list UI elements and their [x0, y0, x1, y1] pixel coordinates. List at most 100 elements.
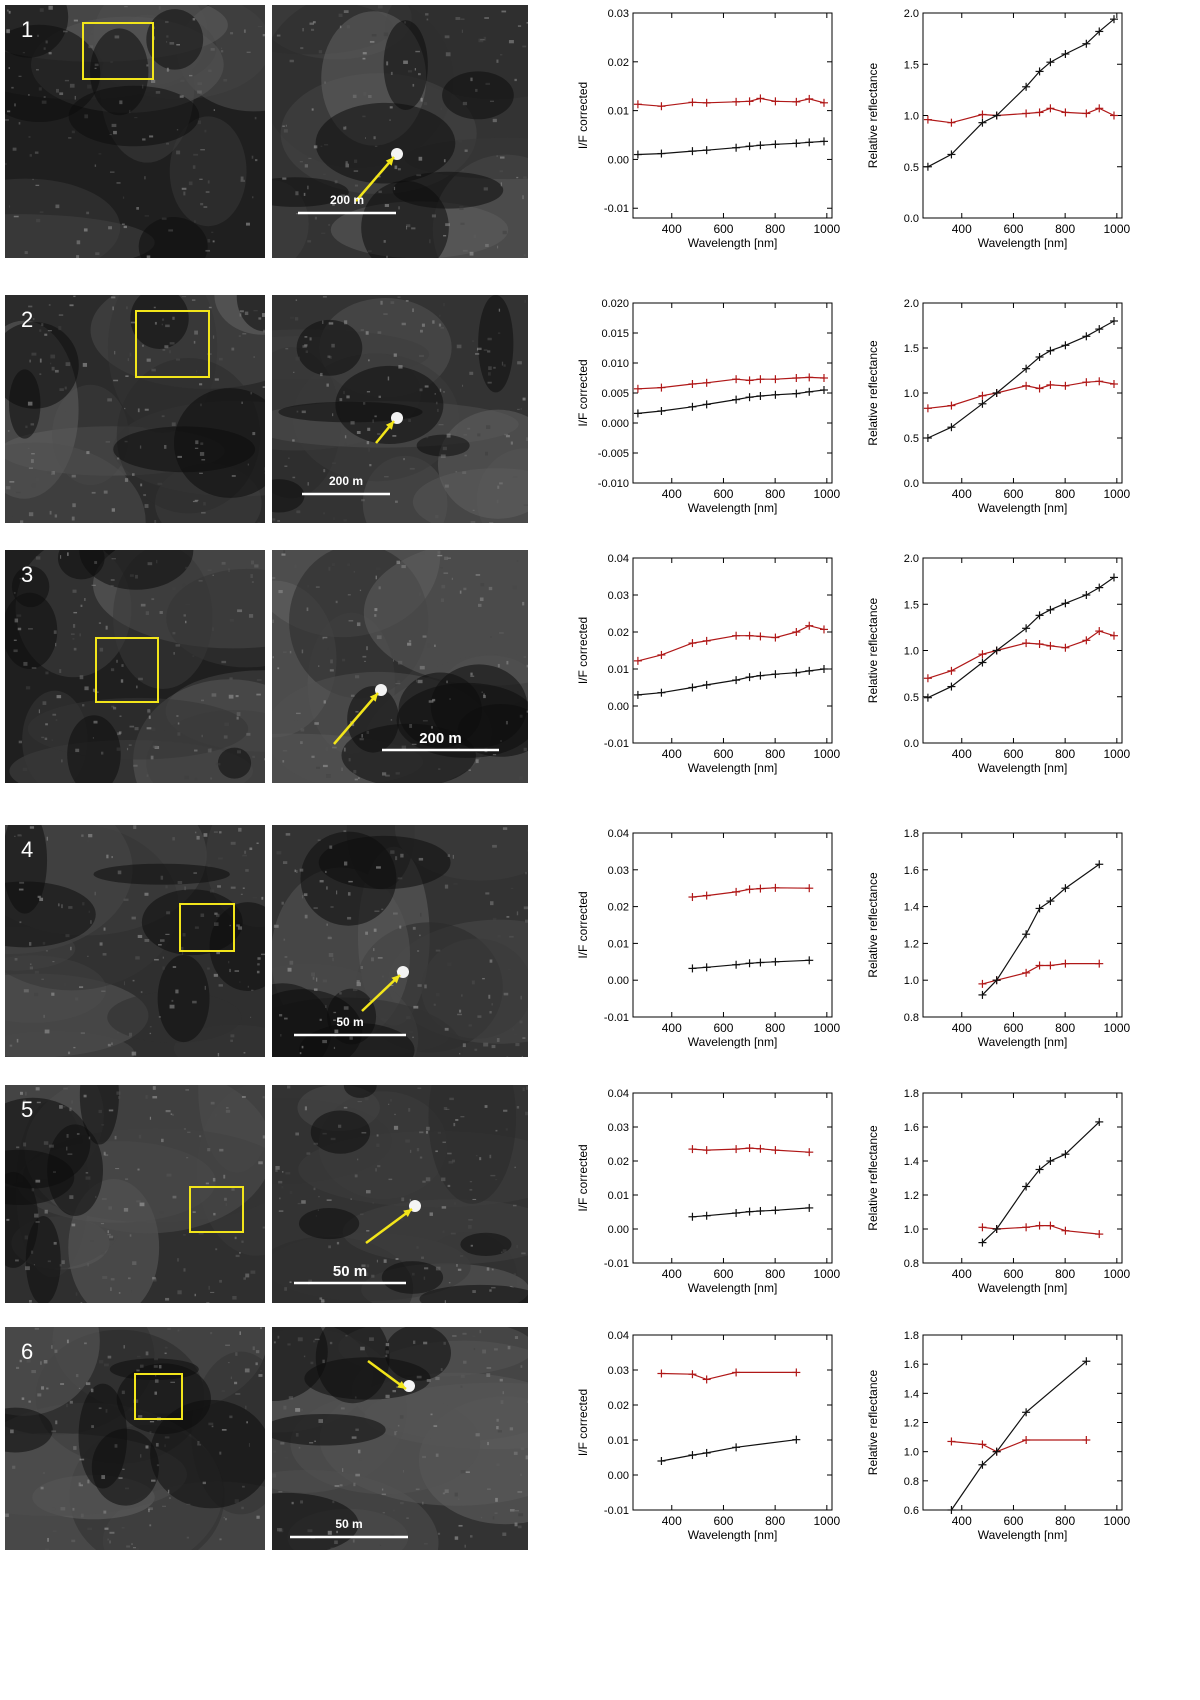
- data-point-black: [1046, 897, 1055, 906]
- scale-bar-label: 200 m: [329, 193, 365, 207]
- iof_chart-svg: 400 600 800 1000 -0.01 0.00 0.01 0.02 0.03 0.04 Wa…: [576, 553, 841, 775]
- y-tick-label: 0.04: [608, 1088, 629, 1100]
- data-point-red: [1035, 108, 1044, 117]
- scale-bar-label: 200 m: [419, 730, 462, 747]
- x-tick-label: 1000: [1103, 1021, 1130, 1035]
- y-axis-label: Relative reflectance: [866, 1369, 880, 1475]
- data-point-black: [792, 668, 801, 677]
- arrow-icon: [365, 1207, 413, 1245]
- y-tick-label: 0.02: [608, 1156, 629, 1168]
- data-point-black: [805, 138, 814, 147]
- data-point-red: [805, 94, 814, 103]
- data-point-red: [1046, 641, 1055, 650]
- y-tick-label: 0.02: [608, 627, 629, 639]
- x-tick-label: 400: [952, 1514, 972, 1528]
- data-point-black: [688, 683, 697, 692]
- plot-frame: [632, 1092, 833, 1264]
- x-tick-label: 1000: [1103, 747, 1130, 761]
- iof-chart: 400 600 800 1000 -0.010 -0.005 0.000 0.005 0.010…: [565, 295, 841, 523]
- y-tick-label: 0.8: [904, 1258, 919, 1270]
- data-point-red: [702, 1146, 711, 1155]
- data-point-black: [657, 688, 666, 697]
- rel_chart-svg: 400 600 800 1000 0.8 1.0 1.2 1.4 1.6 1.8 Wavelengt…: [866, 1088, 1131, 1295]
- data-point-red: [947, 118, 956, 127]
- data-point-red: [657, 383, 666, 392]
- data-point-black: [1035, 353, 1044, 361]
- data-point-red: [745, 97, 754, 106]
- data-point-black: [805, 666, 814, 675]
- data-point-red: [756, 632, 765, 641]
- x-tick-label: 1000: [813, 1267, 840, 1281]
- data-point-black: [978, 1238, 987, 1247]
- data-point-red: [745, 631, 754, 640]
- data-point-black: [1022, 1182, 1031, 1191]
- data-point-black: [992, 389, 1001, 397]
- data-point-black: [1061, 884, 1070, 893]
- x-tick-label: 800: [1055, 222, 1075, 236]
- data-point-red: [702, 1375, 711, 1384]
- data-point-red: [688, 639, 697, 648]
- y-tick-label: -0.01: [604, 1012, 629, 1024]
- x-tick-label: 800: [765, 1514, 785, 1528]
- iof-chart: 400 600 800 1000 -0.01 0.00 0.01 0.02 0.03 0.04 Wa…: [565, 1085, 841, 1303]
- data-point-red: [947, 666, 956, 675]
- y-tick-label: 1.2: [904, 1418, 919, 1430]
- data-point-red: [1035, 640, 1044, 649]
- y-tick-label: 1.5: [904, 59, 919, 71]
- zoom-image: 200 m: [272, 5, 528, 258]
- data-point-red: [702, 98, 711, 107]
- data-point-red: [732, 1368, 741, 1377]
- data-point-black: [819, 386, 828, 394]
- data-point-black: [947, 150, 956, 159]
- data-point-black: [771, 390, 780, 399]
- data-point-red: [805, 1148, 814, 1157]
- x-tick-label: 800: [765, 222, 785, 236]
- data-point-red: [756, 884, 765, 893]
- iof-chart: 400 600 800 1000 -0.01 0.00 0.01 0.02 0.03 Wavele…: [565, 5, 841, 258]
- x-tick-label: 400: [662, 1267, 682, 1281]
- region-box: [189, 1186, 244, 1233]
- x-tick-label: 1000: [813, 222, 840, 236]
- y-tick-label: 0.005: [601, 388, 629, 400]
- data-point-red: [805, 884, 814, 893]
- data-point-black: [992, 111, 1001, 120]
- data-point-red: [978, 110, 987, 119]
- arrow-icon: [355, 156, 395, 202]
- y-tick-label: 0.5: [904, 692, 919, 704]
- y-tick-label: 0.00: [608, 1224, 629, 1236]
- y-tick-label: 1.0: [904, 646, 919, 658]
- data-point-red: [771, 1146, 780, 1155]
- x-tick-label: 1000: [1103, 222, 1130, 236]
- data-point-black: [756, 141, 765, 150]
- scale-bar-label: 50 m: [335, 1517, 363, 1531]
- y-tick-label: 1.5: [904, 599, 919, 611]
- x-tick-label: 1000: [1103, 1514, 1130, 1528]
- panel-number: 6: [21, 1339, 34, 1364]
- context-image: 4: [5, 825, 265, 1057]
- y-tick-label: 1.0: [904, 975, 919, 987]
- y-tick-label: 1.2: [904, 1190, 919, 1202]
- rel_chart-svg: 400 600 800 1000 0.6 0.8 1.0 1.2 1.4 1.6 1.8 Wavele…: [866, 1330, 1131, 1542]
- data-point-black: [1109, 573, 1118, 582]
- panel-number: 5: [21, 1097, 34, 1122]
- plot-frame: [922, 832, 1123, 1018]
- context-image: 2: [5, 295, 265, 523]
- y-axis-label: I/F corrected: [576, 82, 590, 149]
- y-tick-label: 0.03: [608, 8, 629, 20]
- data-point-black: [756, 1206, 765, 1215]
- data-point-red: [688, 380, 697, 388]
- data-point-black: [1061, 341, 1070, 350]
- plot-frame: [922, 557, 1123, 744]
- data-point-black: [978, 118, 987, 127]
- data-point-black: [1095, 325, 1104, 334]
- data-point-black: [771, 140, 780, 149]
- data-point-black: [688, 402, 697, 411]
- data-point-black: [1095, 27, 1104, 36]
- data-point-red: [1095, 377, 1104, 386]
- x-tick-label: 600: [713, 487, 733, 501]
- y-tick-label: 1.4: [904, 1156, 919, 1168]
- bright-patch: [403, 1380, 415, 1392]
- data-point-red: [805, 621, 814, 630]
- x-tick-label: 1000: [1103, 487, 1130, 501]
- data-point-red: [947, 401, 956, 410]
